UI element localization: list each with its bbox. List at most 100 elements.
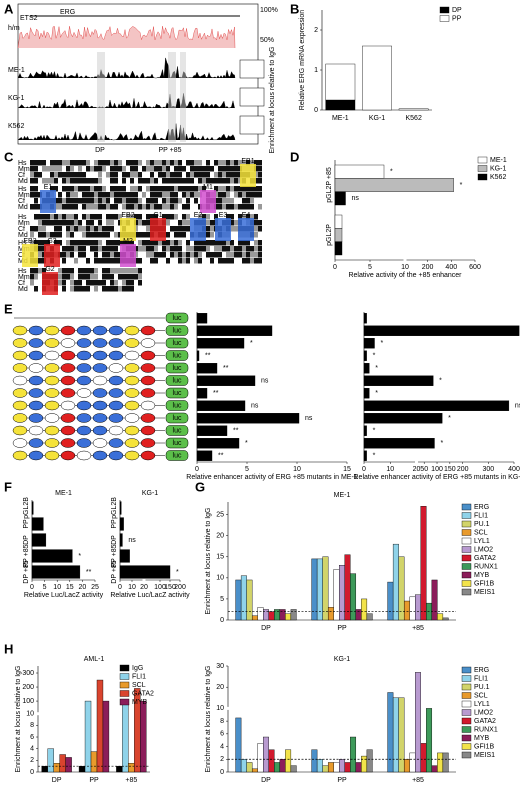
residue xyxy=(62,192,66,198)
residue xyxy=(214,178,218,184)
track xyxy=(17,57,236,79)
residue xyxy=(38,252,42,258)
residue xyxy=(102,160,106,166)
residue xyxy=(254,246,258,252)
motif-box xyxy=(120,244,136,267)
y-tick-label: 10 xyxy=(216,575,224,582)
legend-label: GATA2 xyxy=(474,718,496,725)
residue xyxy=(226,252,230,258)
residue xyxy=(86,258,90,264)
bar xyxy=(96,679,104,773)
residue xyxy=(158,172,162,178)
residue xyxy=(242,252,246,258)
residue xyxy=(246,240,250,246)
reporter-label: luc xyxy=(173,402,182,409)
residue xyxy=(222,204,226,210)
residue xyxy=(242,214,246,220)
residue xyxy=(130,166,134,172)
residue xyxy=(78,214,82,220)
residue xyxy=(102,186,106,192)
y-tick-label: 10 xyxy=(216,705,224,712)
legend-swatch xyxy=(461,666,472,674)
residue xyxy=(50,214,54,220)
motif-label: E3 xyxy=(219,212,228,219)
residue xyxy=(170,198,174,204)
residue xyxy=(230,220,234,226)
residue xyxy=(34,220,38,226)
residue xyxy=(186,214,190,220)
residue xyxy=(94,268,98,274)
legend-swatch xyxy=(119,698,130,706)
residue xyxy=(202,172,206,178)
residue xyxy=(82,268,86,274)
track-label: 100% xyxy=(260,7,278,14)
residue xyxy=(82,186,86,192)
residue xyxy=(142,204,146,210)
residue xyxy=(206,172,210,178)
residue xyxy=(94,214,98,220)
bar xyxy=(268,749,275,773)
residue xyxy=(126,286,130,292)
track-label: ETS2 xyxy=(20,15,38,22)
residue xyxy=(226,186,230,192)
residue xyxy=(102,280,106,286)
residue xyxy=(150,214,154,220)
legend-swatch xyxy=(119,673,130,680)
residue xyxy=(118,172,122,178)
residue xyxy=(182,160,186,166)
legend-swatch xyxy=(461,571,472,579)
significance: * xyxy=(460,182,463,189)
legend-label: LYL1 xyxy=(474,538,490,545)
residue xyxy=(78,220,82,226)
residue xyxy=(234,192,238,198)
track xyxy=(17,123,236,141)
residue xyxy=(62,178,66,184)
residue xyxy=(106,252,110,258)
residue xyxy=(126,178,130,184)
residue xyxy=(62,220,66,226)
residue xyxy=(142,252,146,258)
bar xyxy=(196,413,300,424)
residue xyxy=(30,166,34,172)
residue xyxy=(258,252,262,258)
category-label: ME-1 xyxy=(332,115,349,122)
panel-label: C xyxy=(4,149,14,164)
bar xyxy=(437,752,444,773)
site xyxy=(124,375,140,386)
residue xyxy=(206,232,210,238)
residue xyxy=(90,186,94,192)
residue xyxy=(90,246,94,252)
residue xyxy=(194,198,198,204)
legend-swatch xyxy=(461,726,472,733)
bar xyxy=(31,533,47,547)
legend-label: FLI1 xyxy=(474,512,488,519)
site xyxy=(108,425,124,436)
residue xyxy=(102,286,106,292)
bar xyxy=(196,425,228,436)
residue xyxy=(234,172,238,178)
site xyxy=(92,413,108,423)
legend-swatch xyxy=(477,165,488,172)
residue xyxy=(94,280,98,286)
residue xyxy=(210,232,214,238)
residue xyxy=(130,160,134,166)
panel-label: F xyxy=(4,479,12,494)
residue xyxy=(110,160,114,166)
significance: ns xyxy=(305,415,313,422)
x-tick-label: 0 xyxy=(195,466,199,473)
residue xyxy=(178,166,182,172)
residue xyxy=(34,286,38,292)
residue xyxy=(126,280,130,286)
residue xyxy=(230,204,234,210)
residue xyxy=(154,258,158,264)
bar xyxy=(311,749,318,773)
residue xyxy=(254,232,258,238)
bar xyxy=(31,549,73,563)
residue xyxy=(166,160,170,166)
residue xyxy=(42,178,46,184)
residue xyxy=(114,198,118,204)
residue xyxy=(114,258,118,264)
site xyxy=(108,363,124,373)
residue xyxy=(234,178,238,184)
residue xyxy=(146,172,150,178)
